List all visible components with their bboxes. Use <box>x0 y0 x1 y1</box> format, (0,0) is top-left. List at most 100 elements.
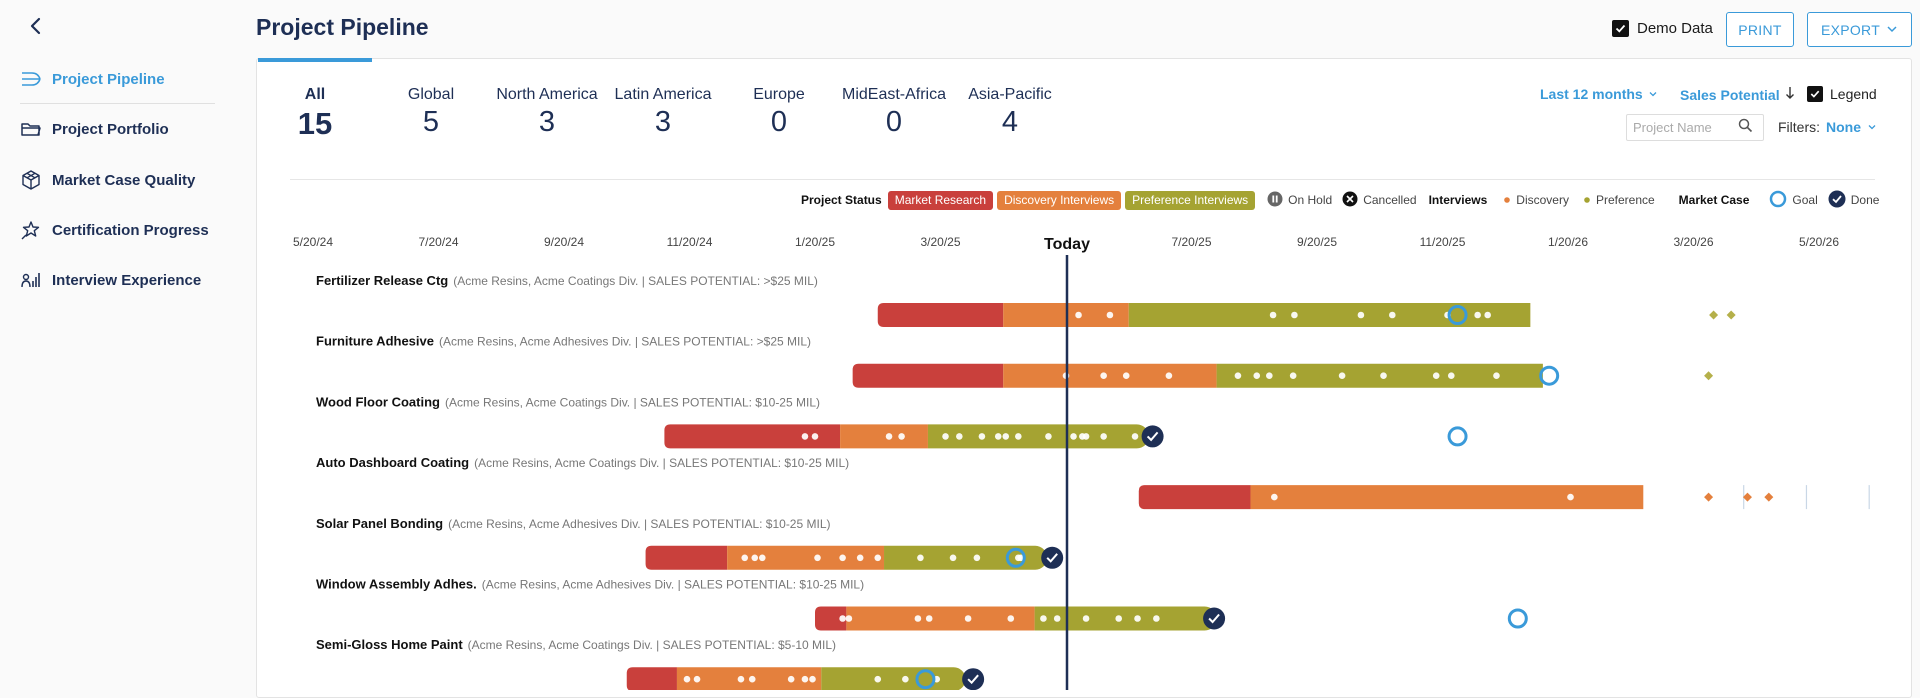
tab-count: 3 <box>538 106 556 138</box>
project-name: Wood Floor Coating <box>316 394 440 409</box>
project-detail: (Acme Resins, Acme Adhesives Div. | SALE… <box>448 517 830 531</box>
interview-dot <box>1493 372 1500 380</box>
search-icon[interactable] <box>1738 118 1753 138</box>
status-segment-di <box>846 606 1035 631</box>
legend-discovery-interviews: Discovery Interviews <box>997 190 1122 210</box>
market-case-done <box>962 668 985 690</box>
interview-dot <box>973 554 981 562</box>
interview-dot <box>1015 433 1022 440</box>
sidebar-item-project-portfolio[interactable]: Project Portfolio <box>20 117 169 141</box>
legend-preference-label: Preference <box>1595 193 1655 207</box>
project-title: Semi-Gloss Home Paint (Acme Resins, Acme … <box>316 637 836 652</box>
status-segment-mr <box>877 303 1004 327</box>
interview-dot <box>1131 433 1139 440</box>
interview-dot <box>1165 372 1173 380</box>
project-title: Furniture Adhesive (Acme Resins, Acme Adh… <box>316 334 811 349</box>
sidebar-item-certification-progress[interactable]: Certification Progress <box>20 218 209 242</box>
legend-toggle[interactable]: Legend <box>1807 86 1877 102</box>
project-row: Semi-Gloss Home Paint (Acme Resins, Acme … <box>316 637 1057 690</box>
tab-label: All <box>304 86 326 103</box>
market-case-goal <box>915 669 936 690</box>
status-segment-di <box>727 545 885 570</box>
tab-mideast-africa[interactable]: MidEast-Africa 0 <box>836 86 952 139</box>
sidebar-item-label: Project Portfolio <box>52 120 169 138</box>
cube-icon <box>20 169 42 191</box>
interview-dot <box>942 433 949 440</box>
sidebar-item-market-case-quality[interactable]: Market Case Quality <box>20 168 195 192</box>
interview-dot <box>1037 675 1045 683</box>
interview-dot <box>1075 311 1082 319</box>
project-detail: (Acme Resins, Acme Coatings Div. | SALES… <box>453 274 818 288</box>
project-detail: (Acme Resins, Acme Coatings Div. | SALES… <box>468 638 836 652</box>
interview-dot <box>1688 311 1696 319</box>
tab-label: Global <box>407 86 455 103</box>
tab-north-america[interactable]: North America 3 <box>492 86 602 139</box>
interview-dot <box>1082 615 1090 622</box>
legend-toggle-label: Legend <box>1830 86 1877 102</box>
preference-dot-icon <box>1583 193 1591 207</box>
check-icon <box>1046 553 1058 563</box>
interview-dot <box>1289 372 1297 380</box>
filters-control[interactable]: Filters: None <box>1778 119 1877 135</box>
project-name: Auto Dashboard Coating <box>316 455 469 470</box>
date-tick-label: 9/20/25 <box>1297 235 1337 249</box>
legend-on-hold-label: On Hold <box>1288 193 1333 207</box>
interview-dot <box>1629 372 1637 380</box>
planned-interview-marker <box>1764 492 1774 502</box>
tab-count: 5 <box>422 106 440 138</box>
period-dropdown[interactable]: Last 12 months <box>1540 86 1658 102</box>
interview-dot <box>801 433 809 440</box>
demo-data-toggle[interactable]: Demo Data <box>1612 20 1713 37</box>
tab-count: 0 <box>770 106 788 138</box>
project-title: Solar Panel Bonding (Acme Resins, Acme Ad… <box>316 516 831 531</box>
tab-count: 15 <box>297 106 333 141</box>
tab-latin-america[interactable]: Latin America 3 <box>608 86 718 139</box>
sidebar-item-interview-experience[interactable]: Interview Experience <box>20 268 201 292</box>
export-button[interactable]: EXPORT <box>1807 12 1912 47</box>
print-button[interactable]: PRINT <box>1726 12 1794 47</box>
discovery-dot-icon <box>1503 193 1511 207</box>
tab-global[interactable]: Global 5 <box>390 86 472 139</box>
legend-checkbox[interactable] <box>1807 86 1823 102</box>
project-search[interactable] <box>1626 114 1764 141</box>
chevron-down-icon <box>1648 86 1658 102</box>
interview-dot <box>1271 493 1278 501</box>
tab-count: 4 <box>1001 106 1019 138</box>
legend-goal: Goal <box>1769 190 1818 211</box>
status-segment-pi <box>1216 363 1543 388</box>
planned-interview-marker <box>1704 371 1714 381</box>
legend-preference-interviews: Preference Interviews <box>1125 190 1256 210</box>
interview-dot <box>1291 311 1298 319</box>
status-segment-di <box>840 424 928 449</box>
market-case-done <box>1141 425 1164 448</box>
sidebar-item-label: Certification Progress <box>52 221 209 239</box>
tab-all[interactable]: All 15 <box>286 86 344 142</box>
tab-asia-pacific[interactable]: Asia-Pacific 4 <box>960 86 1060 139</box>
date-tick-label: 9/20/24 <box>544 235 584 249</box>
sidebar-item-project-pipeline[interactable]: Project Pipeline <box>20 67 165 91</box>
planned-interview-marker <box>1742 492 1752 502</box>
market-case-done <box>1203 607 1226 630</box>
chevron-left-icon[interactable] <box>24 14 48 38</box>
market-case-goal <box>1539 365 1560 386</box>
status-segment-pi <box>927 424 1149 449</box>
tab-europe[interactable]: Europe 0 <box>738 86 820 139</box>
pipeline-icon <box>20 68 42 90</box>
print-button-label: PRINT <box>1738 21 1782 38</box>
market-case-done <box>1041 546 1064 569</box>
date-tick-label: 11/20/25 <box>1420 235 1466 249</box>
search-input[interactable] <box>1633 120 1738 135</box>
project-row: Window Assembly Adhes. (Acme Resins, Acme… <box>316 577 1528 631</box>
sidebar-item-label: Interview Experience <box>52 271 202 289</box>
planned-interview-marker <box>1709 310 1719 320</box>
project-detail: (Acme Resins, Acme Adhesives Div. | SALE… <box>482 578 864 592</box>
sort-dropdown[interactable]: Sales Potential <box>1680 86 1795 103</box>
tab-count: 0 <box>885 106 903 138</box>
done-check-icon <box>1828 190 1846 211</box>
interview-dot <box>1002 433 1010 440</box>
interview-dot <box>925 615 933 622</box>
legend-discovery-label: Discovery <box>1516 193 1569 207</box>
demo-data-checkbox[interactable] <box>1612 20 1629 37</box>
status-segment-pi <box>1128 303 1531 327</box>
